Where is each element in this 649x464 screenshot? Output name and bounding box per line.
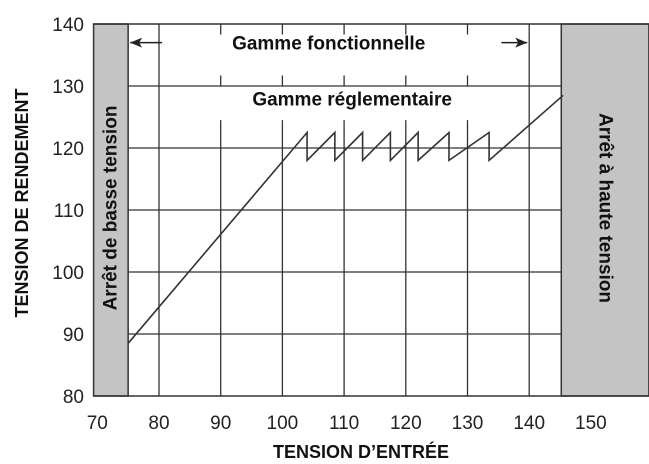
x-tick-label: 80 xyxy=(148,413,169,434)
low-voltage-cutoff-label: Arrêt de basse tension xyxy=(100,106,121,311)
y-tick-label: 110 xyxy=(54,201,84,222)
y-tick-label: 100 xyxy=(52,263,84,284)
y-tick-label: 130 xyxy=(52,77,84,98)
x-tick-label: 70 xyxy=(87,413,108,434)
x-tick-label: 140 xyxy=(513,413,545,434)
y-axis-label: TENSION DE RENDEMENT xyxy=(12,88,32,317)
y-tick-label: 80 xyxy=(63,387,84,408)
x-axis-label: TENSION D’ENTRÉE xyxy=(273,441,449,462)
x-tick-label: 90 xyxy=(210,413,231,434)
output-voltage-line xyxy=(127,94,564,344)
right-arrow-icon xyxy=(515,37,528,48)
x-tick-label: 120 xyxy=(390,413,422,434)
x-tick-label: 130 xyxy=(452,413,484,434)
x-tick-label: 110 xyxy=(329,413,359,434)
high-voltage-cutoff-label: Arrêt à haute tension xyxy=(595,113,616,303)
y-tick-label: 120 xyxy=(52,139,84,160)
x-tick-label: 150 xyxy=(575,413,607,434)
low-voltage-cutoff-region xyxy=(92,23,129,397)
regulatory-range-label: Gamme réglementaire xyxy=(252,89,452,110)
left-arrow-icon xyxy=(130,37,143,48)
x-tick-label: 100 xyxy=(267,413,299,434)
y-tick-label: 90 xyxy=(63,325,84,346)
high-voltage-cutoff-region xyxy=(560,23,649,397)
functional-range-label: Gamme fonctionnelle xyxy=(232,34,425,55)
y-tick-label: 140 xyxy=(52,15,84,36)
